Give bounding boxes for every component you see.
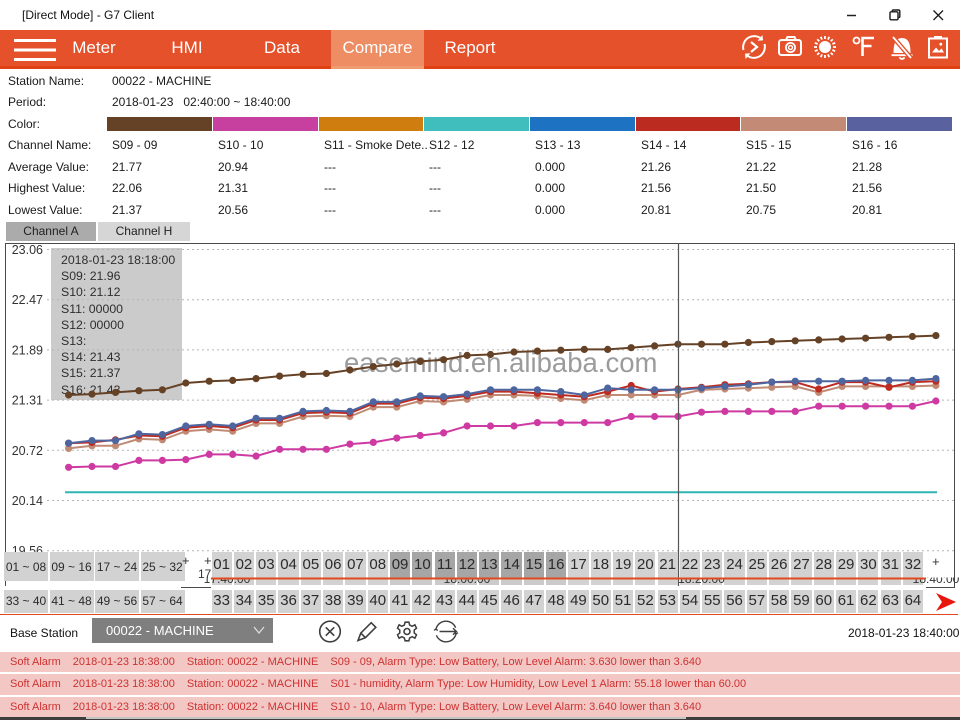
- svg-text:18:00:00: 18:00:00: [444, 572, 491, 586]
- svg-text:+: +: [932, 554, 940, 569]
- svg-text:17:40:00: 17:40:00: [204, 572, 251, 586]
- svg-text:+: +: [204, 553, 212, 568]
- svg-text:20.72: 20.72: [12, 444, 43, 458]
- svg-text:23.06: 23.06: [12, 243, 43, 257]
- svg-text:21.31: 21.31: [12, 394, 43, 408]
- svg-text:20.14: 20.14: [12, 494, 43, 508]
- svg-text:18:40:00: 18:40:00: [913, 572, 960, 586]
- svg-text:21.89: 21.89: [12, 343, 43, 357]
- svg-text:17: 17: [198, 567, 212, 581]
- svg-text:18:20:00: 18:20:00: [678, 572, 725, 586]
- svg-text:22.47: 22.47: [12, 293, 43, 307]
- svg-text:+: +: [182, 553, 190, 568]
